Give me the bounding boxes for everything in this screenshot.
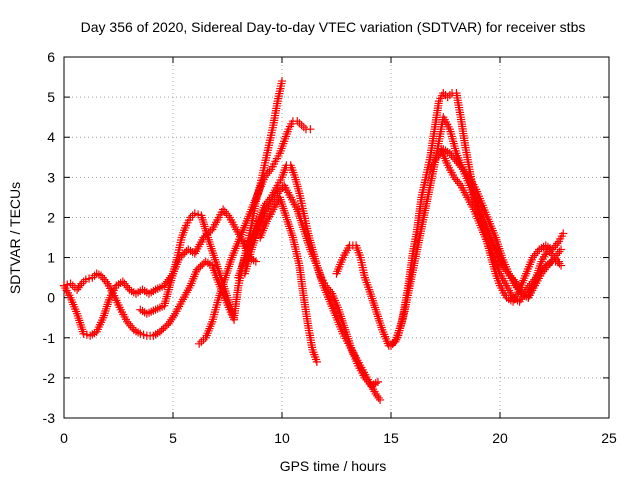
data-point (190, 209, 199, 218)
x-tick-label: 25 (601, 430, 617, 446)
data-point (312, 357, 321, 366)
y-tick-label: 4 (47, 129, 55, 145)
data-point (559, 229, 568, 238)
data-point (554, 257, 563, 266)
y-tick-label: -1 (43, 330, 56, 346)
data-point (139, 330, 148, 339)
chart-title: Day 356 of 2020, Sidereal Day-to-day VTE… (81, 19, 586, 35)
data-series (256, 193, 321, 366)
x-axis-label: GPS time / hours (280, 458, 387, 474)
data-series (59, 205, 260, 340)
y-tick-label: -2 (43, 370, 56, 386)
y-tick-label: 3 (47, 169, 55, 185)
x-tick-label: 15 (383, 430, 399, 446)
data-series (437, 145, 563, 306)
x-tick-label: 0 (60, 430, 68, 446)
data-point (81, 275, 90, 284)
y-tick-label: 0 (47, 290, 55, 306)
y-tick-label: 1 (47, 250, 55, 266)
y-tick-label: 2 (47, 209, 55, 225)
x-tick-label: 20 (492, 430, 508, 446)
data-point (376, 395, 385, 405)
y-tick-label: 5 (47, 89, 55, 105)
x-tick-label: 10 (274, 430, 290, 446)
y-tick-label: -3 (43, 410, 56, 426)
axis-ticks (63, 56, 610, 419)
data-point (306, 125, 315, 134)
y-tick-label: 6 (47, 49, 55, 65)
y-axis-label: SDTVAR / TECUs (7, 182, 23, 294)
x-tick-label: 5 (169, 430, 177, 446)
data-point (251, 257, 260, 266)
plot-frame (63, 56, 610, 419)
data-point (277, 76, 287, 86)
data-point (373, 377, 383, 386)
data-series (240, 181, 385, 405)
data-point (79, 329, 88, 338)
data-point (136, 329, 145, 338)
data-point (193, 210, 203, 219)
data-layer (59, 76, 568, 405)
axis-tick-labels: 0 5 10 15 20 25 -3 -2 -1 0 1 2 3 4 5 6 (43, 49, 617, 446)
data-series (195, 117, 315, 348)
data-point (84, 274, 94, 283)
data-point (556, 245, 566, 254)
